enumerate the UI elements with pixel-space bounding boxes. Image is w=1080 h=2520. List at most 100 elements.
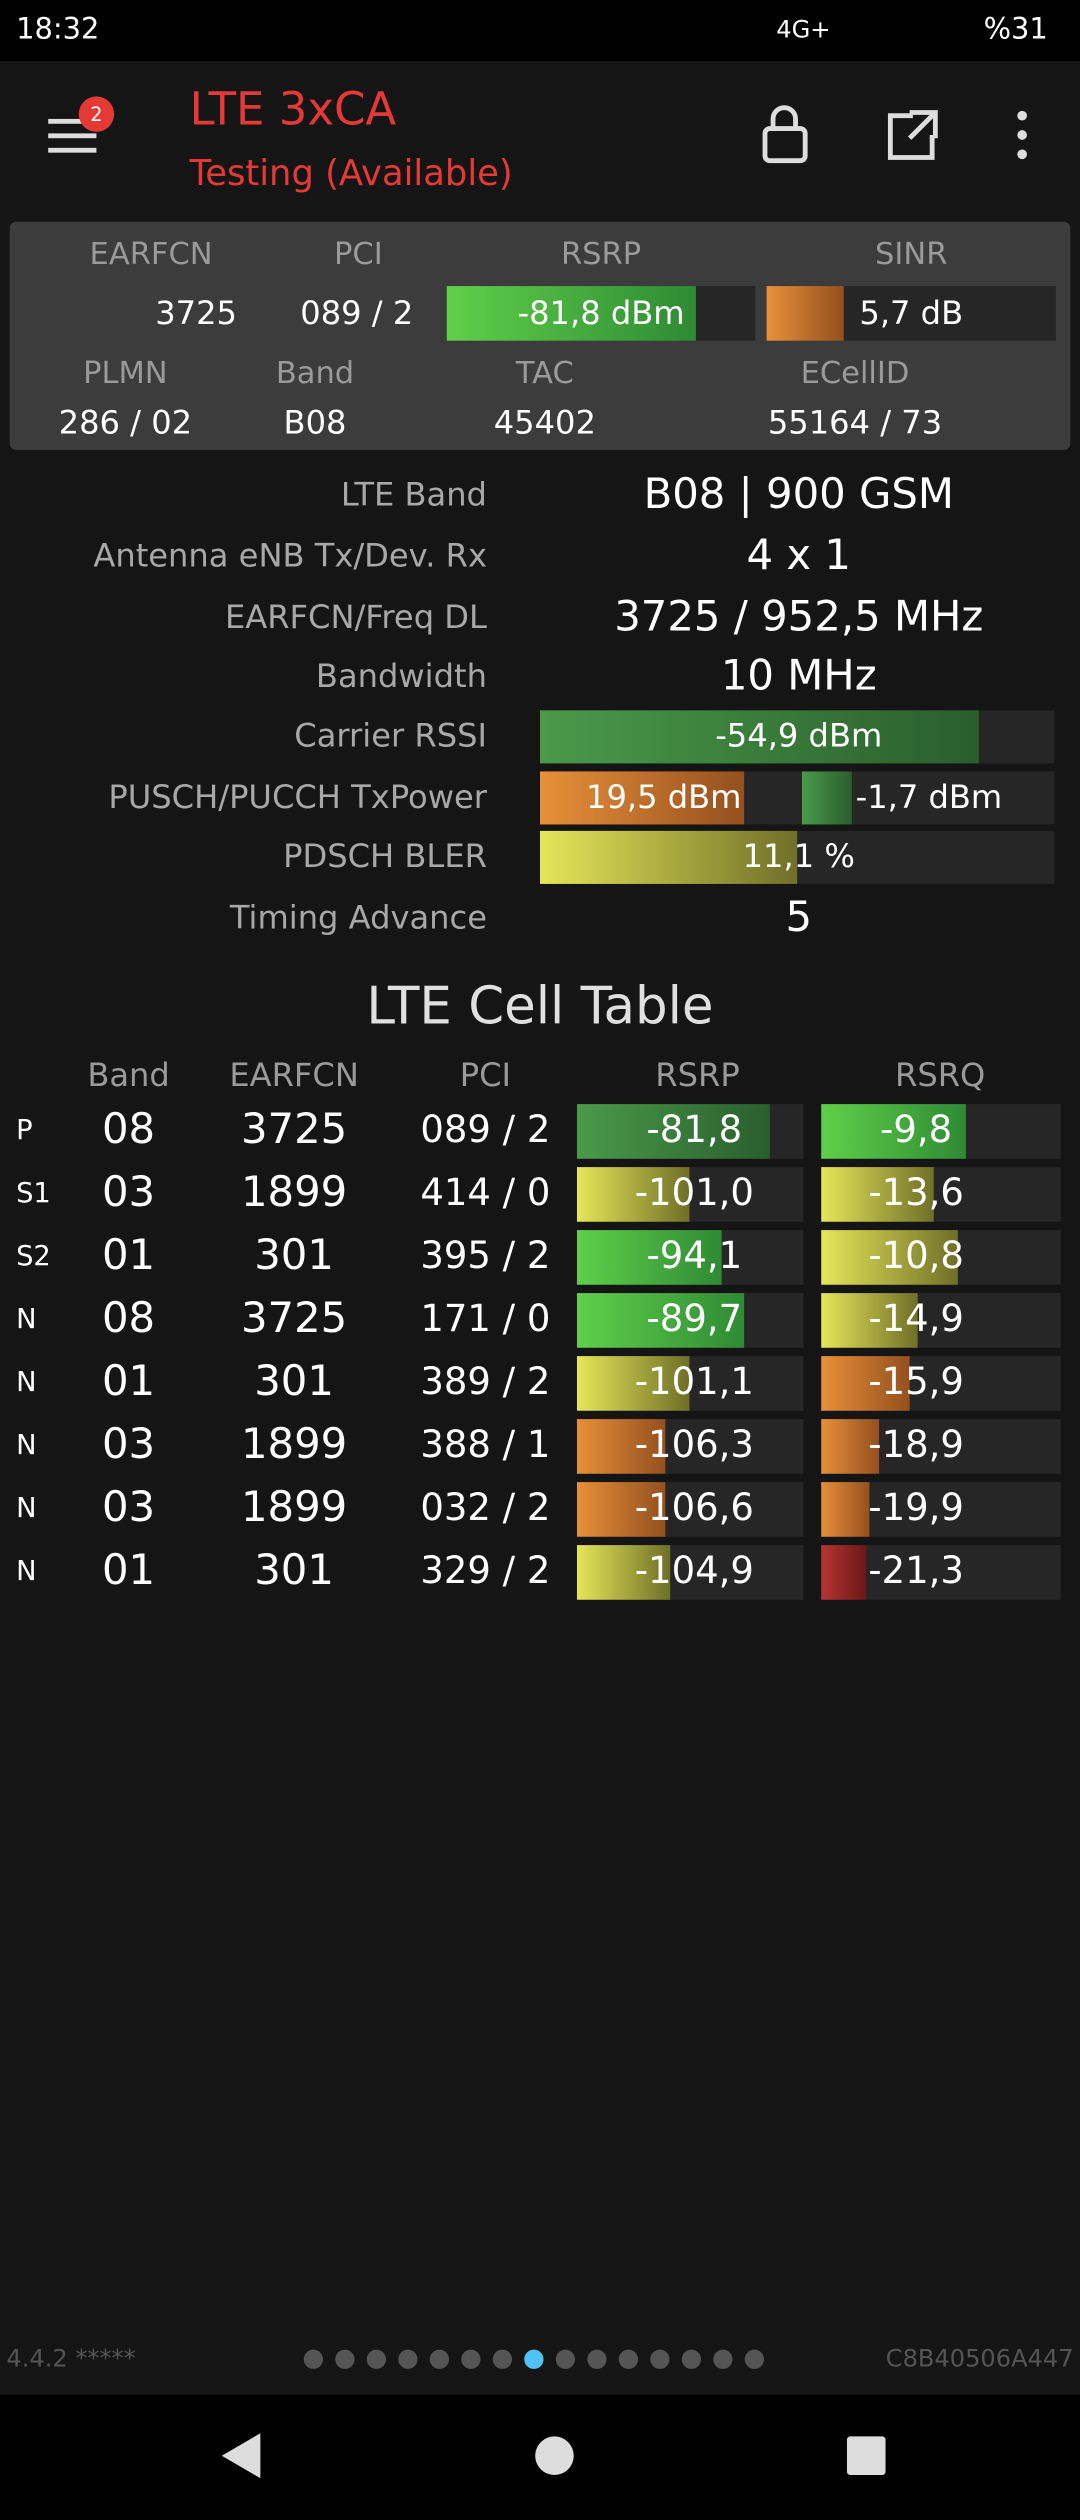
recents-button[interactable] (846, 2436, 886, 2475)
cell-rsrp: -104,9 (635, 1549, 754, 1592)
detail-value: 11,1 % (743, 837, 855, 875)
dot (1017, 110, 1027, 121)
bar-fill (576, 1356, 690, 1411)
page-dot (303, 2349, 324, 2369)
cell-pci: 414 / 0 (420, 1171, 550, 1214)
bar-fill (821, 1482, 870, 1537)
cell-rsrp: -89,7 (646, 1297, 742, 1340)
detail-label: PDSCH BLER (283, 837, 487, 875)
summary-label: ECellID (801, 356, 910, 391)
lock-shackle (770, 105, 798, 129)
page-dot (398, 2349, 418, 2369)
cell-type: N (16, 1430, 36, 1461)
page-dot (650, 2349, 670, 2369)
detail-label: Carrier RSSI (294, 717, 487, 755)
cell-band: 08 (102, 1293, 155, 1342)
cell-pci: 329 / 2 (420, 1549, 550, 1592)
more-button[interactable] (1017, 110, 1027, 160)
menu-button[interactable] (48, 96, 115, 153)
detail-value: 3725 / 952,5 MHz (614, 591, 983, 640)
bar-fill (801, 771, 852, 825)
app-subtitle: Testing (Available) (189, 153, 513, 194)
detail-label: Bandwidth (316, 657, 487, 695)
summary-label: PCI (334, 237, 383, 272)
cell-type: S1 (16, 1178, 51, 1209)
status-bar (0, 0, 1080, 62)
summary-value: 5,7 dB (859, 294, 963, 332)
cell-rsrq: -21,3 (868, 1549, 964, 1592)
cell-rsrp: -101,1 (635, 1360, 754, 1403)
menu-line (48, 147, 97, 153)
cell-rsrq: -18,9 (868, 1423, 964, 1466)
cell-band: 03 (102, 1482, 155, 1531)
summary-label: Band (276, 356, 354, 391)
cell-band: 01 (102, 1230, 155, 1279)
summary-value: 45402 (494, 403, 596, 441)
battery-level: %31 (984, 12, 1048, 46)
bar-fill (576, 1104, 770, 1159)
bar-fill (540, 710, 979, 764)
lock-icon (762, 126, 808, 164)
page-dot (461, 2349, 481, 2369)
bar-fill (576, 1482, 666, 1537)
bar-fill (821, 1545, 867, 1600)
bar-fill (821, 1356, 910, 1411)
page-dot (429, 2349, 450, 2369)
cell-type: N (16, 1367, 36, 1398)
cell-pci: 032 / 2 (420, 1486, 550, 1529)
page-dot (618, 2349, 639, 2369)
cell-rsrq: -13,6 (868, 1171, 964, 1214)
cell-pci: 171 / 0 (420, 1297, 550, 1340)
detail-value: 5 (785, 892, 812, 941)
badge-count: 2 (90, 103, 102, 126)
detail-value: -54,9 dBm (715, 717, 882, 755)
cell-earfcn: 1899 (241, 1419, 347, 1468)
bar-fill (821, 1293, 918, 1348)
bar-fill (766, 286, 844, 341)
bar-fill (576, 1545, 671, 1600)
summary-label: RSRP (561, 237, 641, 272)
cell-type: N (16, 1493, 36, 1524)
cell-pci: 395 / 2 (420, 1234, 550, 1277)
home-button[interactable] (535, 2436, 574, 2475)
detail-value: B08 | 900 GSM (644, 469, 954, 518)
clock: 18:32 (16, 12, 99, 46)
page-dot (524, 2349, 544, 2369)
page-dot (744, 2349, 765, 2369)
bar-fill (821, 1419, 880, 1474)
open-icon (887, 110, 938, 160)
cell-type: S2 (16, 1241, 51, 1272)
cell-rsrp: -101,0 (635, 1171, 754, 1214)
lock-button[interactable] (762, 105, 808, 164)
cell-pci: 388 / 1 (420, 1423, 550, 1466)
cell-earfcn: 301 (254, 1545, 334, 1594)
cell-pci: 089 / 2 (420, 1108, 550, 1151)
bar-fill (576, 1419, 666, 1474)
bar-fill (576, 1230, 722, 1285)
table-header: PCI (460, 1056, 511, 1094)
summary-value: 286 / 02 (59, 403, 192, 441)
page-dot (587, 2349, 607, 2369)
bar-fill (821, 1104, 966, 1159)
page-dot (366, 2349, 387, 2369)
menu-line (48, 118, 97, 124)
detail-label: LTE Band (341, 476, 487, 514)
summary-label: EARFCN (90, 237, 213, 272)
page-dot (681, 2349, 702, 2369)
summary-label: PLMN (83, 356, 168, 391)
menu-line (48, 133, 97, 139)
detail-value: -1,7 dBm (856, 778, 1003, 816)
cell-earfcn: 301 (254, 1230, 334, 1279)
summary-label: TAC (515, 356, 574, 391)
cell-type: P (16, 1115, 32, 1146)
bar-fill (576, 1293, 745, 1348)
bar-fill (821, 1167, 934, 1222)
detail-label: Antenna eNB Tx/Dev. Rx (93, 537, 487, 575)
dot (1017, 149, 1027, 160)
cell-rsrp: -94,1 (646, 1234, 742, 1277)
back-button[interactable] (221, 2433, 261, 2479)
bar-fill (446, 286, 696, 341)
summary-value: 089 / 2 (300, 294, 413, 332)
cell-band: 01 (102, 1545, 155, 1594)
open-button[interactable] (887, 110, 938, 160)
